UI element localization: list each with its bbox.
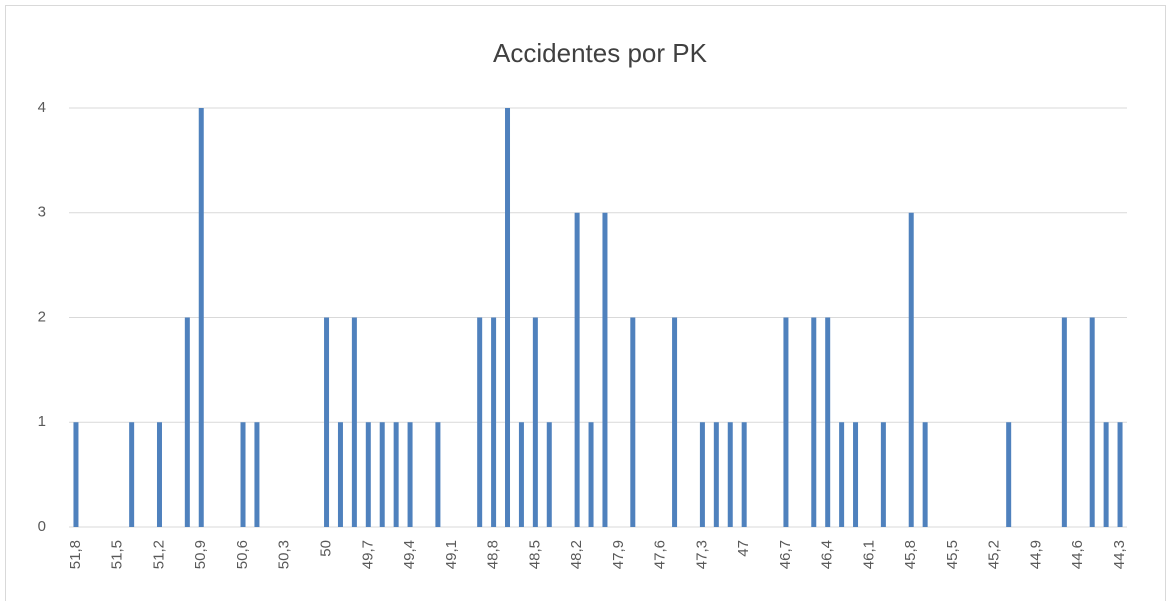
x-tick-label: 45,5 — [944, 540, 961, 569]
x-tick-label: 46,4 — [819, 540, 836, 569]
bar — [783, 317, 789, 527]
bar — [1103, 422, 1109, 527]
chart-title: Accidentes por PK — [493, 38, 708, 68]
x-tick-label: 49,4 — [401, 540, 418, 569]
x-tick-label: 47,9 — [610, 540, 627, 569]
bar — [853, 422, 859, 527]
bar — [198, 108, 204, 527]
bar — [337, 422, 343, 527]
bar — [546, 422, 552, 527]
bar — [518, 422, 524, 527]
x-tick-label: 51,5 — [109, 540, 126, 569]
x-tick-label: 47,3 — [693, 540, 710, 569]
x-tick-label: 48,2 — [568, 540, 585, 569]
bar — [713, 422, 719, 527]
x-tick-label: 51,8 — [67, 540, 84, 569]
x-tick-label: 48,8 — [485, 540, 502, 569]
x-tick-label: 47 — [735, 540, 752, 557]
bar — [129, 422, 135, 527]
bar — [532, 317, 538, 527]
bar — [727, 422, 733, 527]
bar — [435, 422, 441, 527]
x-tick-label: 49,7 — [359, 540, 376, 569]
bar — [477, 317, 483, 527]
bar — [1089, 317, 1095, 527]
x-tick-label: 50,3 — [276, 540, 293, 569]
bar — [839, 422, 845, 527]
bar — [1006, 422, 1012, 527]
bar — [588, 422, 594, 527]
bar — [574, 212, 580, 527]
x-tick-label: 50,6 — [234, 540, 251, 569]
bar — [240, 422, 246, 527]
bar — [365, 422, 371, 527]
bar — [630, 317, 636, 527]
bar — [254, 422, 260, 527]
bar — [922, 422, 928, 527]
bar — [811, 317, 817, 527]
chart-border — [5, 5, 1166, 601]
y-tick-label: 1 — [38, 413, 46, 430]
bar — [1061, 317, 1067, 527]
bar — [1117, 422, 1123, 527]
x-tick-label: 44,9 — [1027, 540, 1044, 569]
x-tick-label: 51,2 — [150, 540, 167, 569]
bar — [156, 422, 162, 527]
bar — [73, 422, 79, 527]
x-tick-label: 50,9 — [192, 540, 209, 569]
bar — [825, 317, 831, 527]
y-tick-label: 2 — [38, 308, 46, 325]
bar — [324, 317, 330, 527]
bar — [184, 317, 190, 527]
bar — [699, 422, 705, 527]
bar — [602, 212, 608, 527]
x-tick-label: 49,1 — [443, 540, 460, 569]
bar — [672, 317, 678, 527]
x-tick-label: 50 — [318, 540, 335, 557]
bar — [741, 422, 747, 527]
bar — [491, 317, 497, 527]
bar — [908, 212, 914, 527]
x-tick-label: 44,6 — [1069, 540, 1086, 569]
bar — [393, 422, 399, 527]
bar — [351, 317, 357, 527]
y-tick-label: 0 — [38, 518, 46, 535]
bar — [407, 422, 413, 527]
x-tick-label: 48,5 — [526, 540, 543, 569]
y-tick-label: 3 — [38, 204, 46, 221]
x-tick-label: 46,7 — [777, 540, 794, 569]
y-tick-label: 4 — [38, 99, 46, 116]
x-tick-label: 47,6 — [652, 540, 669, 569]
bar — [505, 108, 511, 527]
bar — [379, 422, 385, 527]
bar — [880, 422, 886, 527]
x-tick-label: 45,2 — [986, 540, 1003, 569]
x-tick-label: 45,8 — [902, 540, 919, 569]
x-tick-label: 44,3 — [1111, 540, 1128, 569]
x-tick-label: 46,1 — [860, 540, 877, 569]
